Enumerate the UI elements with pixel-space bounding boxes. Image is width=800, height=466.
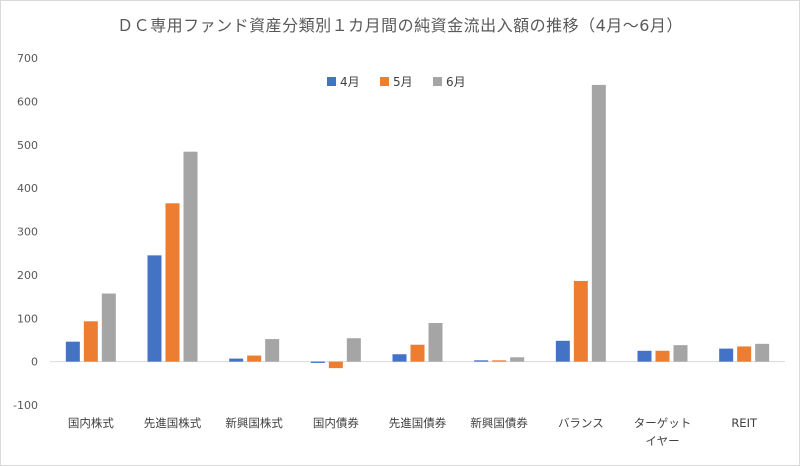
category-label-8-line-2: イヤー [645, 434, 679, 448]
bar-1-3 [229, 358, 244, 362]
y-tick-label-6: 500 [17, 139, 38, 152]
bar-3-3 [265, 339, 280, 362]
category-label-7: バランス [558, 416, 604, 430]
category-label-5: 先進国債券 [389, 416, 447, 430]
legend-swatch-2 [380, 77, 389, 86]
legend-swatch-1 [327, 77, 336, 86]
legend-label-1: 4月 [340, 75, 360, 89]
bar-3-2 [183, 151, 198, 362]
legend-swatch-3 [433, 77, 442, 86]
bar-3-1 [101, 293, 116, 362]
bar-1-4 [310, 361, 325, 363]
bar-2-8 [655, 350, 670, 362]
bar-2-1 [83, 321, 98, 362]
bar-1-1 [65, 341, 80, 362]
y-tick-label-7: 600 [17, 95, 38, 108]
category-label-4: 国内債券 [313, 416, 359, 430]
category-label-9: REIT [731, 416, 758, 430]
y-tick-label-8: 700 [17, 52, 38, 65]
category-label-1: 国内株式 [68, 416, 114, 430]
category-label-6: 新興国債券 [470, 416, 528, 430]
bar-2-5 [410, 344, 425, 362]
bar-2-9 [737, 346, 752, 362]
bar-2-7 [573, 280, 588, 362]
y-tick-label-1: 0 [31, 356, 38, 369]
bar-1-5 [392, 354, 407, 362]
y-tick-label-0: -100 [13, 399, 38, 412]
bar-2-4 [328, 361, 343, 369]
category-label-3: 新興国株式 [225, 416, 283, 430]
category-label-8-line-1: ターゲット [634, 416, 692, 430]
category-label-2: 先進国株式 [144, 416, 202, 430]
y-tick-label-2: 100 [17, 312, 38, 325]
bar-2-6 [492, 360, 507, 362]
bar-1-2 [147, 255, 162, 362]
legend-label-2: 5月 [393, 75, 413, 89]
bar-1-7 [555, 340, 570, 362]
bar-3-9 [755, 343, 770, 362]
bar-1-9 [719, 348, 734, 362]
y-tick-label-5: 400 [17, 182, 38, 195]
bar-3-8 [673, 345, 688, 362]
y-tick-label-4: 300 [17, 226, 38, 239]
bar-3-4 [346, 338, 361, 362]
bar-2-2 [165, 203, 180, 362]
bar-3-6 [510, 357, 525, 362]
bar-1-8 [637, 350, 652, 362]
bar-2-3 [247, 355, 262, 362]
chart-title: ＤＣ専用ファンド資産分類別１カ月間の純資金流出入額の推移（4月～6月） [117, 16, 683, 35]
bar-3-7 [591, 84, 606, 362]
bar-3-5 [428, 323, 443, 362]
legend-label-3: 6月 [446, 75, 466, 89]
y-tick-label-3: 200 [17, 269, 38, 282]
bar-1-6 [474, 360, 489, 362]
